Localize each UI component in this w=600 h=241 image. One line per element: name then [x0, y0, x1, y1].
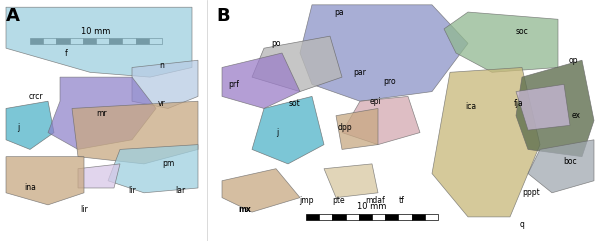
- Polygon shape: [516, 60, 594, 157]
- Text: lir: lir: [80, 205, 88, 214]
- Text: B: B: [216, 7, 230, 25]
- Polygon shape: [342, 96, 420, 145]
- Text: pm: pm: [162, 159, 174, 168]
- Polygon shape: [78, 164, 120, 188]
- Text: mr: mr: [97, 109, 107, 118]
- Text: j: j: [17, 123, 19, 132]
- Bar: [385, 214, 398, 220]
- Text: crcr: crcr: [29, 92, 43, 101]
- Bar: [122, 38, 136, 44]
- Bar: [149, 38, 162, 44]
- Bar: [136, 38, 149, 44]
- Bar: [30, 38, 43, 44]
- Bar: [346, 214, 359, 220]
- Text: vr: vr: [158, 99, 166, 108]
- Text: op: op: [568, 56, 578, 65]
- Text: ex: ex: [571, 111, 581, 120]
- Text: ica: ica: [466, 101, 476, 111]
- Text: mdaf: mdaf: [365, 195, 385, 205]
- Text: q: q: [520, 220, 524, 229]
- Polygon shape: [6, 101, 54, 149]
- Text: epi: epi: [369, 97, 381, 106]
- Polygon shape: [6, 7, 192, 77]
- Text: pa: pa: [334, 7, 344, 17]
- Polygon shape: [432, 67, 540, 217]
- Text: fja: fja: [514, 99, 524, 108]
- Polygon shape: [48, 77, 156, 149]
- Bar: [319, 214, 332, 220]
- Text: 10 mm: 10 mm: [358, 202, 386, 212]
- Text: boc: boc: [563, 157, 577, 166]
- Bar: [359, 214, 372, 220]
- Text: pppt: pppt: [522, 188, 540, 197]
- Polygon shape: [72, 101, 198, 164]
- Text: 10 mm: 10 mm: [82, 27, 110, 36]
- Text: sot: sot: [288, 99, 300, 108]
- Polygon shape: [252, 36, 342, 92]
- Polygon shape: [222, 169, 300, 212]
- Polygon shape: [336, 108, 378, 149]
- Bar: [83, 38, 96, 44]
- Bar: [70, 38, 83, 44]
- Text: j: j: [276, 128, 278, 137]
- Bar: [398, 214, 412, 220]
- Polygon shape: [132, 60, 198, 108]
- Text: po: po: [271, 39, 281, 48]
- Bar: [109, 38, 122, 44]
- Polygon shape: [444, 12, 558, 72]
- Text: A: A: [6, 7, 20, 25]
- Text: lir: lir: [128, 186, 136, 195]
- Polygon shape: [528, 140, 594, 193]
- Bar: [412, 214, 425, 220]
- Text: par: par: [353, 68, 367, 77]
- Text: lar: lar: [175, 186, 185, 195]
- Bar: [43, 38, 56, 44]
- Bar: [332, 214, 346, 220]
- Bar: [56, 38, 70, 44]
- Polygon shape: [222, 53, 300, 108]
- Text: dpp: dpp: [338, 123, 352, 132]
- Text: mx: mx: [238, 205, 251, 214]
- Polygon shape: [252, 96, 324, 164]
- Bar: [425, 214, 438, 220]
- Polygon shape: [516, 84, 570, 130]
- Polygon shape: [6, 157, 84, 205]
- Text: f: f: [65, 48, 67, 58]
- Text: tf: tf: [399, 195, 405, 205]
- Polygon shape: [324, 164, 378, 198]
- Polygon shape: [108, 145, 198, 193]
- Text: soc: soc: [515, 27, 529, 36]
- Text: jmp: jmp: [299, 195, 313, 205]
- Text: ina: ina: [24, 183, 36, 193]
- Text: prf: prf: [229, 80, 239, 89]
- Text: n: n: [160, 60, 164, 70]
- Bar: [372, 214, 385, 220]
- Bar: [306, 214, 319, 220]
- Text: pte: pte: [332, 195, 346, 205]
- Text: pro: pro: [383, 77, 397, 87]
- Polygon shape: [300, 5, 468, 101]
- Bar: [96, 38, 109, 44]
